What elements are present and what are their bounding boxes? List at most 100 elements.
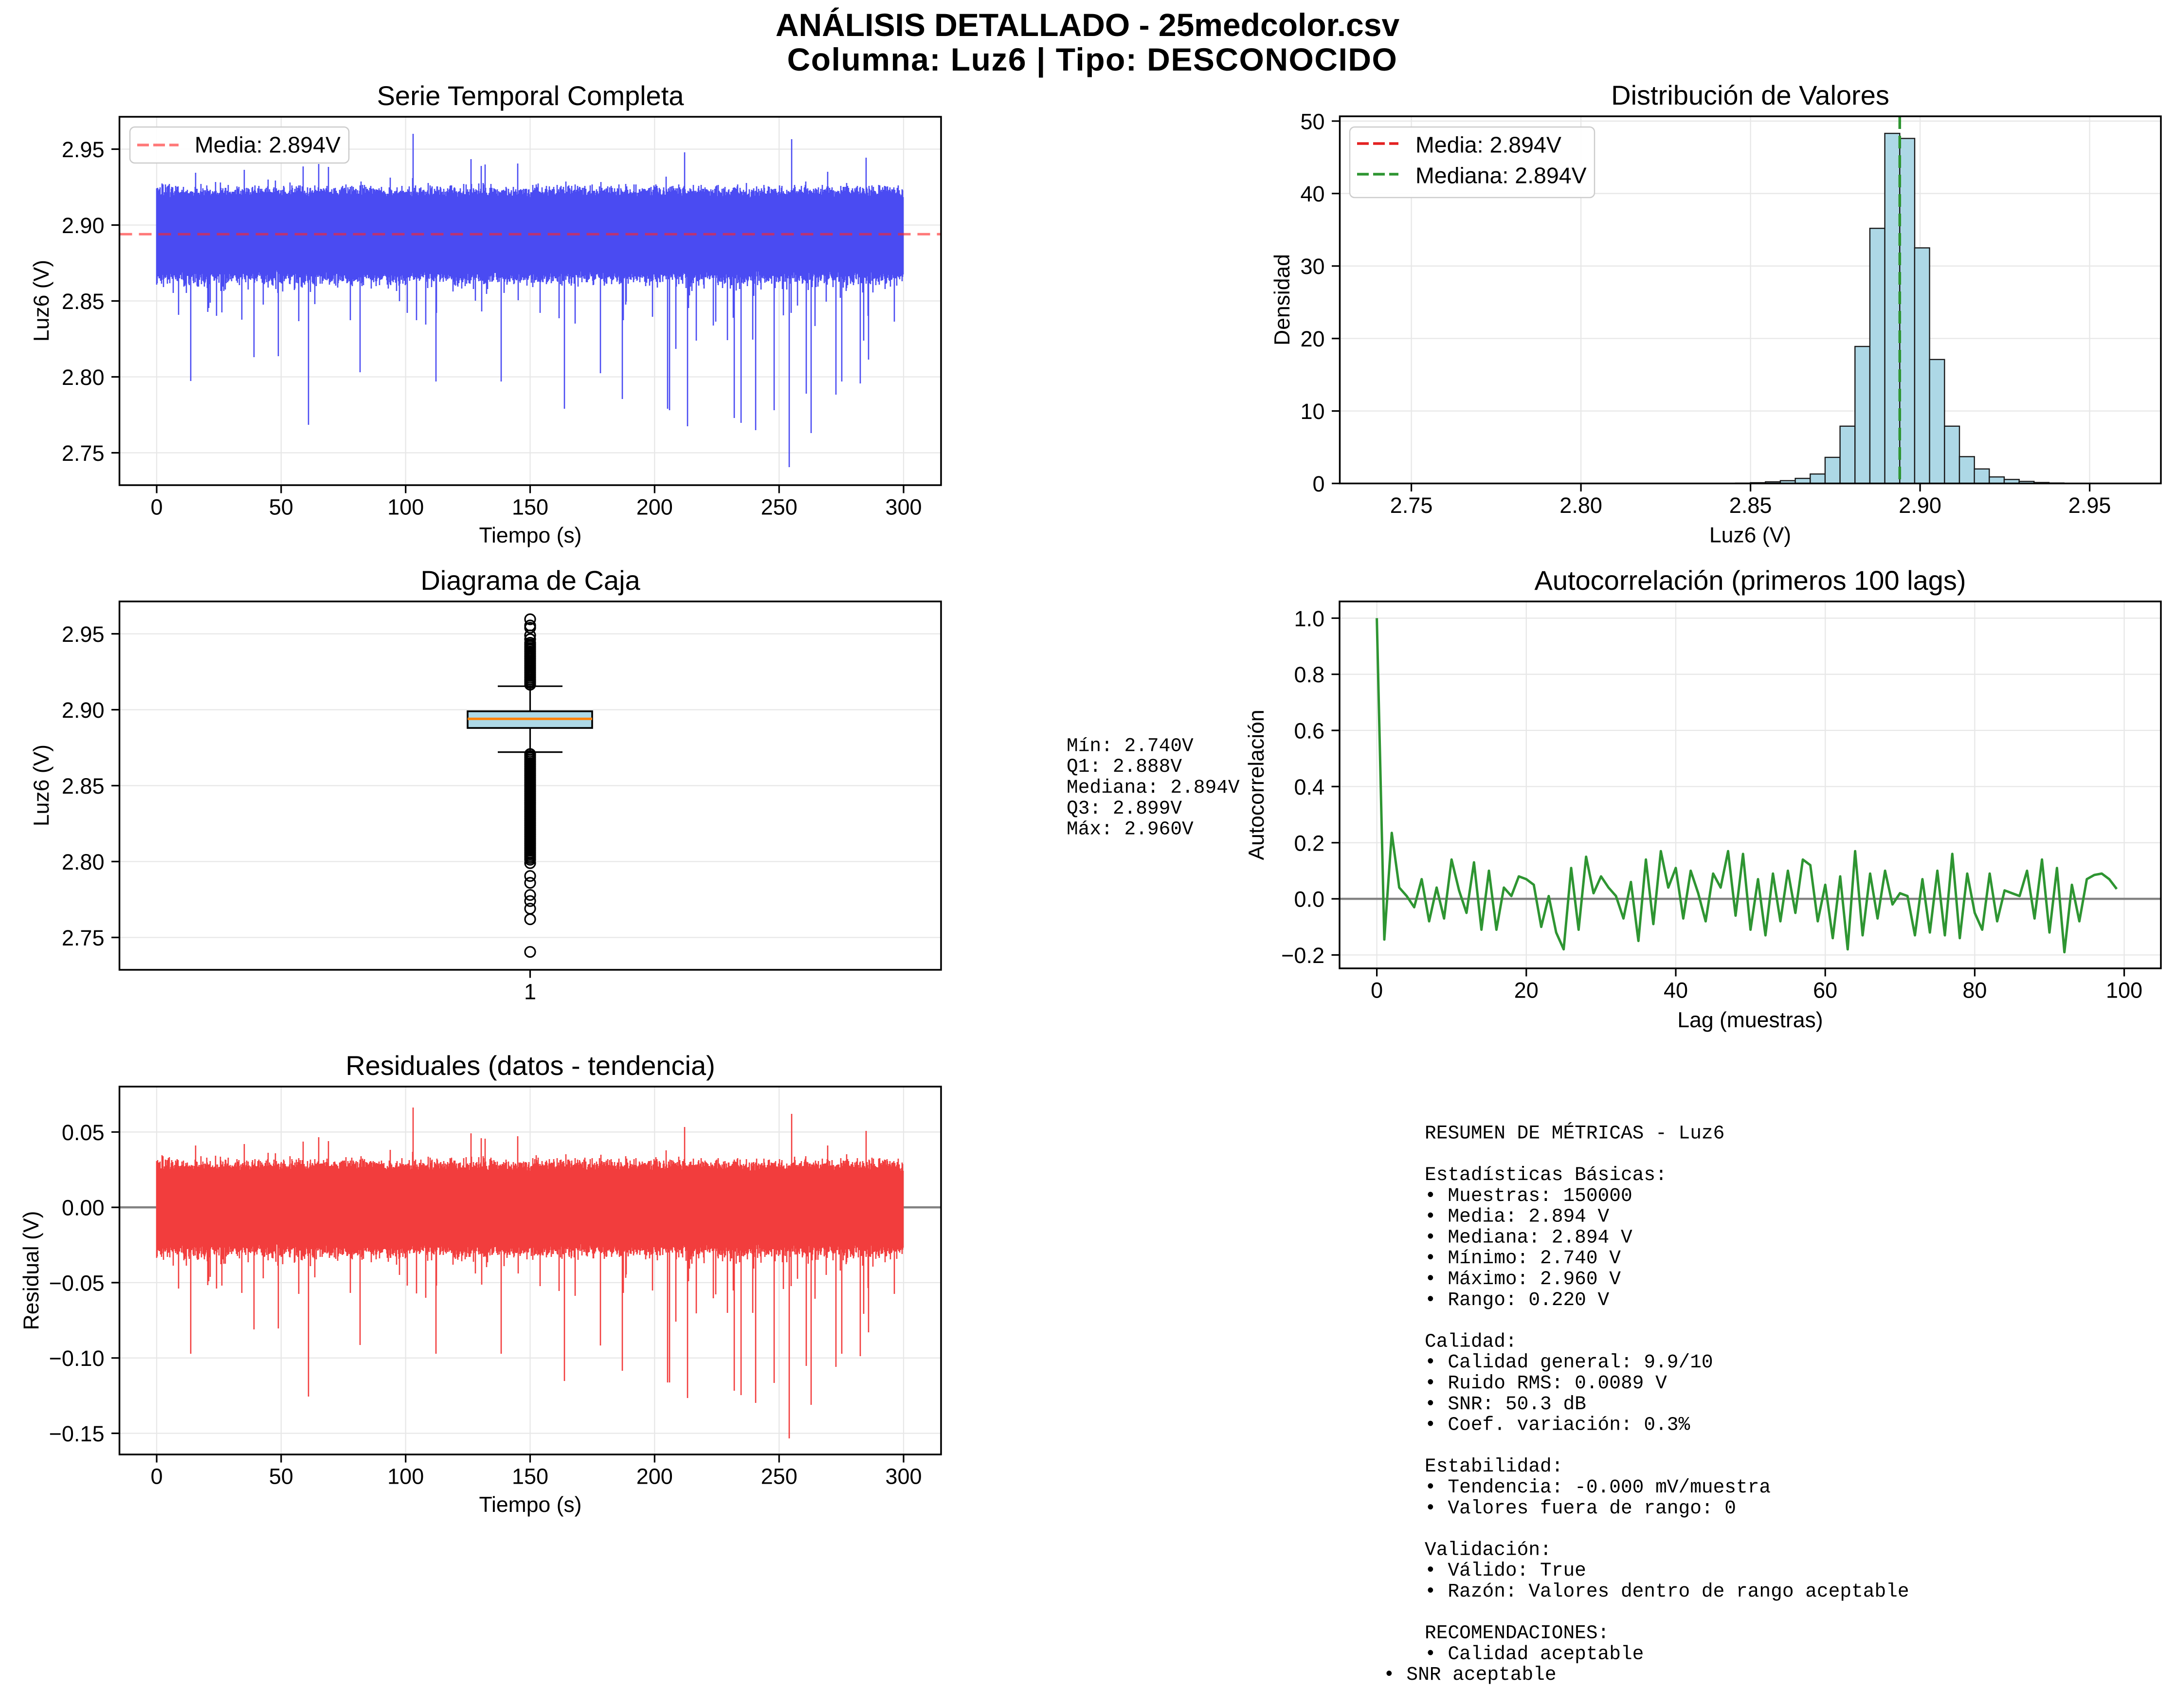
svg-text:20: 20: [1300, 327, 1324, 351]
svg-text:Serie Temporal Completa: Serie Temporal Completa: [377, 80, 685, 111]
svg-text:ANÁLISIS DETALLADO - 25medcolo: ANÁLISIS DETALLADO - 25medcolor.csv: [776, 7, 1400, 43]
svg-text:Densidad: Densidad: [1270, 254, 1294, 345]
svg-text:Columna: Luz6 | Tipo: DESCONOC: Columna: Luz6 | Tipo: DESCONOCIDO: [787, 41, 1398, 78]
svg-text:Autocorrelación (primeros 100: Autocorrelación (primeros 100 lags): [1534, 565, 1966, 596]
svg-text:0.0: 0.0: [1294, 887, 1324, 912]
svg-text:150: 150: [512, 1464, 548, 1489]
svg-text:• Media: 2.894 V: • Media: 2.894 V: [1425, 1206, 1610, 1228]
svg-text:Máx: 2.960V: Máx: 2.960V: [1067, 818, 1194, 840]
svg-text:−0.05: −0.05: [49, 1271, 105, 1295]
svg-text:40: 40: [1664, 978, 1688, 1003]
svg-text:• Ruido RMS: 0.0089 V: • Ruido RMS: 0.0089 V: [1425, 1372, 1667, 1394]
svg-text:Estabilidad:: Estabilidad:: [1425, 1455, 1563, 1477]
svg-text:250: 250: [761, 495, 798, 520]
svg-text:Media: 2.894V: Media: 2.894V: [195, 132, 341, 158]
svg-text:• Valores fuera de rango: 0: • Valores fuera de rango: 0: [1425, 1497, 1736, 1519]
svg-text:2.75: 2.75: [1390, 493, 1433, 518]
svg-text:Tiempo (s): Tiempo (s): [479, 524, 582, 547]
svg-text:2.75: 2.75: [62, 441, 105, 466]
svg-text:40: 40: [1300, 182, 1324, 206]
svg-text:• SNR aceptable: • SNR aceptable: [1383, 1664, 1557, 1686]
svg-text:Mediana: 2.894V: Mediana: 2.894V: [1415, 163, 1587, 188]
svg-text:• Coef. variación: 0.3%: • Coef. variación: 0.3%: [1425, 1414, 1690, 1436]
svg-text:• Válido: True: • Válido: True: [1425, 1560, 1586, 1581]
svg-text:0: 0: [150, 1464, 163, 1489]
svg-text:Mín: 2.740V: Mín: 2.740V: [1067, 735, 1194, 757]
svg-text:0.6: 0.6: [1294, 719, 1324, 744]
svg-text:2.85: 2.85: [1729, 493, 1772, 518]
svg-text:RESUMEN DE MÉTRICAS - Luz6: RESUMEN DE MÉTRICAS - Luz6: [1425, 1122, 1724, 1144]
svg-text:Luz6 (V): Luz6 (V): [30, 745, 54, 826]
svg-text:−0.15: −0.15: [49, 1421, 105, 1446]
svg-text:2.85: 2.85: [62, 774, 105, 799]
svg-text:Autocorrelación: Autocorrelación: [1245, 709, 1269, 860]
svg-text:• Calidad aceptable: • Calidad aceptable: [1425, 1643, 1644, 1665]
svg-text:10: 10: [1300, 399, 1324, 424]
svg-text:Luz6 (V): Luz6 (V): [1709, 524, 1791, 547]
svg-text:250: 250: [761, 1464, 798, 1489]
svg-text:200: 200: [636, 1464, 673, 1489]
svg-text:−0.2: −0.2: [1281, 943, 1324, 968]
svg-text:60: 60: [1813, 978, 1837, 1003]
svg-text:200: 200: [636, 495, 673, 520]
svg-text:2.75: 2.75: [62, 926, 105, 950]
svg-text:0.4: 0.4: [1294, 775, 1324, 799]
svg-text:80: 80: [1962, 978, 1987, 1003]
svg-text:2.95: 2.95: [62, 137, 105, 162]
svg-text:20: 20: [1514, 978, 1539, 1003]
svg-text:50: 50: [269, 1464, 293, 1489]
svg-text:• Rango: 0.220 V: • Rango: 0.220 V: [1425, 1289, 1610, 1311]
svg-text:• Máximo: 2.960 V: • Máximo: 2.960 V: [1425, 1268, 1621, 1290]
svg-text:Mediana: 2.894V: Mediana: 2.894V: [1067, 777, 1240, 799]
svg-text:30: 30: [1300, 254, 1324, 279]
svg-text:Distribución de Valores: Distribución de Valores: [1611, 80, 1889, 110]
svg-text:Validación:: Validación:: [1425, 1539, 1552, 1561]
svg-text:Diagrama de Caja: Diagrama de Caja: [420, 565, 640, 596]
svg-text:2.80: 2.80: [1559, 493, 1602, 518]
svg-text:0.2: 0.2: [1294, 831, 1324, 855]
svg-text:100: 100: [2106, 978, 2142, 1003]
svg-text:Tiempo (s): Tiempo (s): [479, 1493, 582, 1517]
svg-text:50: 50: [269, 495, 293, 520]
svg-text:2.80: 2.80: [62, 850, 105, 874]
svg-text:0: 0: [1312, 472, 1324, 496]
svg-text:100: 100: [387, 1464, 424, 1489]
svg-text:• SNR: 50.3 dB: • SNR: 50.3 dB: [1425, 1393, 1586, 1415]
svg-text:100: 100: [387, 495, 424, 520]
svg-text:0.00: 0.00: [62, 1196, 105, 1220]
svg-text:2.85: 2.85: [62, 289, 105, 314]
svg-text:0.05: 0.05: [62, 1120, 105, 1145]
svg-text:• Muestras: 150000: • Muestras: 150000: [1425, 1185, 1632, 1207]
svg-text:• Tendencia: -0.000 mV/muestra: • Tendencia: -0.000 mV/muestra: [1425, 1476, 1771, 1498]
svg-text:2.90: 2.90: [62, 698, 105, 723]
svg-text:2.95: 2.95: [2068, 493, 2111, 518]
svg-text:300: 300: [885, 495, 922, 520]
svg-text:150: 150: [512, 495, 548, 520]
svg-text:Residual (V): Residual (V): [19, 1211, 43, 1330]
svg-text:0: 0: [150, 495, 163, 520]
svg-text:1: 1: [524, 980, 536, 1004]
svg-text:Q3: 2.899V: Q3: 2.899V: [1067, 798, 1182, 819]
svg-text:• Razón: Valores dentro de ran: • Razón: Valores dentro de rango aceptab…: [1425, 1581, 1909, 1602]
svg-text:• Mínimo: 2.740 V: • Mínimo: 2.740 V: [1425, 1247, 1621, 1269]
svg-text:Lag (muestras): Lag (muestras): [1677, 1008, 1823, 1032]
svg-text:−0.10: −0.10: [49, 1346, 105, 1371]
svg-text:0.8: 0.8: [1294, 662, 1324, 687]
svg-text:Calidad:: Calidad:: [1425, 1330, 1517, 1352]
svg-text:Q1: 2.888V: Q1: 2.888V: [1067, 756, 1182, 778]
svg-text:• Calidad general: 9.9/10: • Calidad general: 9.9/10: [1425, 1351, 1713, 1373]
svg-text:1.0: 1.0: [1294, 606, 1324, 631]
svg-text:2.90: 2.90: [62, 213, 105, 238]
svg-text:RECOMENDACIONES:: RECOMENDACIONES:: [1425, 1622, 1609, 1644]
svg-text:• Mediana: 2.894 V: • Mediana: 2.894 V: [1425, 1226, 1632, 1248]
svg-text:Estadísticas Básicas:: Estadísticas Básicas:: [1425, 1164, 1667, 1186]
svg-text:Media: 2.894V: Media: 2.894V: [1415, 132, 1561, 158]
svg-text:0: 0: [1371, 978, 1383, 1003]
svg-text:2.95: 2.95: [62, 622, 105, 647]
svg-text:300: 300: [885, 1464, 922, 1489]
svg-text:Residuales (datos - tendencia): Residuales (datos - tendencia): [345, 1050, 715, 1081]
svg-text:50: 50: [1300, 109, 1324, 134]
svg-text:2.80: 2.80: [62, 365, 105, 390]
svg-text:Luz6 (V): Luz6 (V): [30, 260, 54, 342]
svg-text:2.90: 2.90: [1899, 493, 1941, 518]
